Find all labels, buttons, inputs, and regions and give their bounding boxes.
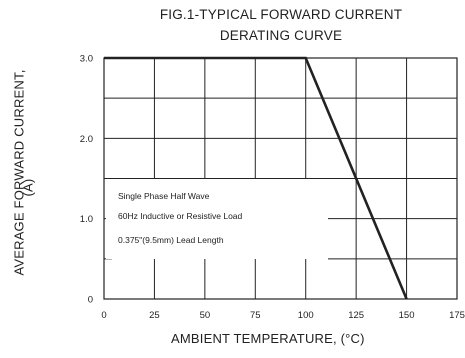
chart-subtitle: DERATING CURVE (219, 28, 343, 43)
grid-lines (104, 58, 457, 299)
x-tick-label: 125 (348, 310, 364, 321)
annotation-text-group: Single Phase Half Wave 60Hz Inductive or … (118, 191, 243, 245)
x-tick-label: 25 (149, 310, 160, 321)
y-tick-label: 2.0 (80, 134, 93, 145)
x-tick-label: 50 (200, 310, 211, 321)
annotation-text: Single Phase Half Wave (118, 191, 210, 201)
tick-labels: 0 25 50 75 100 125 150 175 0 1.0 2.0 3.0 (80, 54, 465, 322)
annotation-box (106, 179, 328, 259)
y-tick-label: 1.0 (80, 214, 93, 225)
derating-curve-line (104, 56, 408, 300)
chart-title: FIG.1-TYPICAL FORWARD CURRENT (159, 7, 403, 22)
x-axis-label: AMBIENT TEMPERATURE, (°C) (171, 331, 365, 346)
x-tick-label: 175 (449, 310, 465, 321)
x-tick-label: 100 (298, 310, 314, 321)
y-tick-label: 3.0 (80, 54, 93, 65)
y-tick-label: 0 (88, 295, 93, 306)
annotation-text: 60Hz Inductive or Resistive Load (118, 211, 243, 221)
x-tick-label: 75 (250, 310, 261, 321)
x-tick-label: 150 (399, 310, 415, 321)
annotation-text: 0.375"(9.5mm) Lead Length (118, 235, 224, 245)
x-tick-label: 0 (101, 310, 106, 321)
